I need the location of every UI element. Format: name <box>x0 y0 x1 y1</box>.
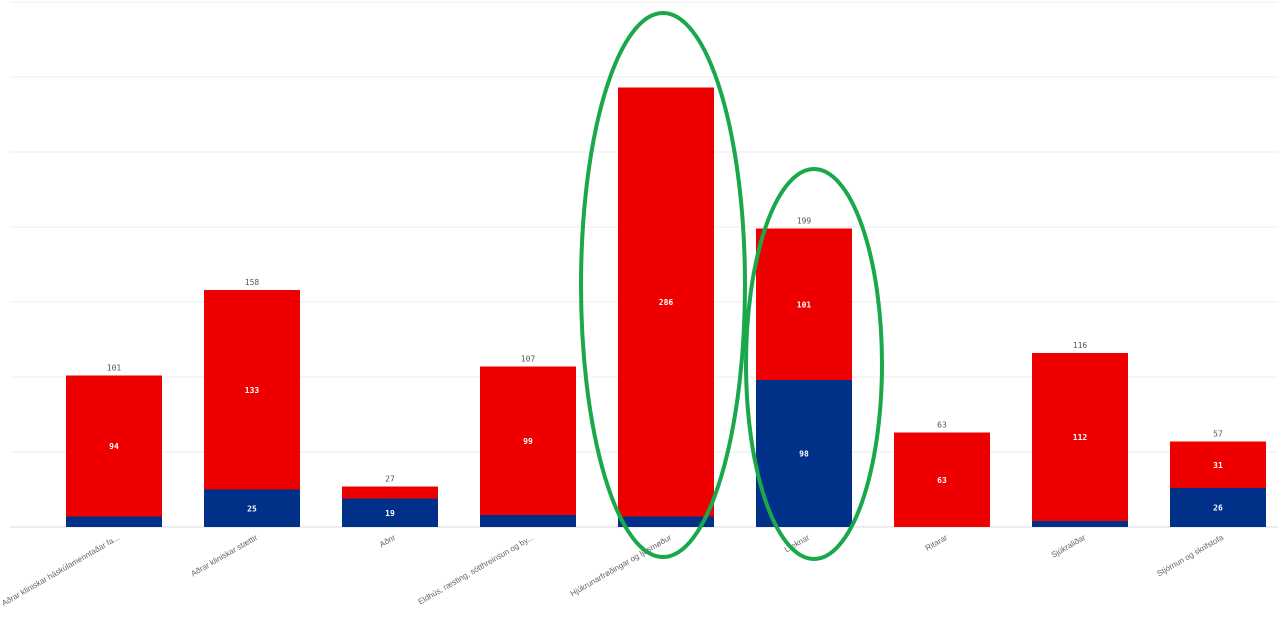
total-value-label: 101 <box>107 364 122 373</box>
category-label: Sjúkraliðar <box>1050 533 1088 560</box>
category-label: Aðrar kliniskar stættir <box>189 533 259 579</box>
total-value-label: 199 <box>797 217 812 226</box>
bar-segment-red <box>618 87 714 517</box>
bar-segment-red <box>342 486 438 499</box>
segment-value-label: 99 <box>523 437 533 446</box>
bar-segment-red <box>1170 441 1266 488</box>
segment-value-label: 286 <box>659 298 674 307</box>
category-label: Stjórnun og skrifstofa <box>1155 533 1225 579</box>
segment-value-label: 133 <box>245 386 260 395</box>
total-value-label: 63 <box>937 421 947 430</box>
bars <box>66 87 1266 527</box>
bar-segment-red <box>480 366 576 515</box>
category-label: Hjúkrunarfrøðingar og ljósmøður <box>569 533 674 599</box>
bar-segment-red <box>204 290 300 490</box>
bar-segment-blue <box>66 516 162 527</box>
segment-value-label: 94 <box>109 442 119 451</box>
total-value-label: 107 <box>521 355 536 364</box>
segment-value-label: 19 <box>385 509 395 518</box>
data-labels: 94 101 25 133 158 19 27 99 107 286 98 101 199 63 63 112… <box>107 217 1223 518</box>
segment-value-label: 98 <box>799 450 809 459</box>
x-axis: Aðrar kliniskar háskúlamenntaðar fa... Að… <box>0 533 1225 608</box>
segment-value-label: 112 <box>1073 433 1088 442</box>
bar-segment-red <box>894 432 990 527</box>
segment-value-label: 101 <box>797 300 812 309</box>
segment-value-label: 25 <box>247 504 257 513</box>
bar-segment-blue <box>756 380 852 527</box>
category-label: Aðrir <box>378 533 397 549</box>
category-label: Aðrar kliniskar háskúlamenntaðar fa... <box>0 533 121 608</box>
total-value-label: 158 <box>245 278 260 287</box>
total-value-label: 57 <box>1213 430 1223 439</box>
highlight-ellipse <box>744 167 884 561</box>
bar-segment-red <box>756 228 852 380</box>
bar-segment-blue <box>618 516 714 527</box>
highlight-annotations <box>579 11 884 561</box>
bar-segment-blue <box>204 489 300 527</box>
total-value-label: 116 <box>1073 341 1088 350</box>
category-label: Ritarar <box>924 533 950 553</box>
bar-segment-blue <box>1032 521 1128 527</box>
bar-segment-blue <box>480 515 576 527</box>
segment-value-label: 31 <box>1213 461 1223 470</box>
segment-value-label: 63 <box>937 476 947 485</box>
highlight-ellipse <box>579 11 747 559</box>
bar-segment-red <box>1032 353 1128 521</box>
category-label: Eldhús, ræsting, sótthreinsun og by... <box>417 533 535 607</box>
segment-value-label: 26 <box>1213 504 1223 513</box>
bar-segment-blue <box>342 498 438 527</box>
bar-segment-red <box>66 375 162 517</box>
bar-segment-blue <box>1170 488 1266 527</box>
total-value-label: 27 <box>385 475 395 484</box>
